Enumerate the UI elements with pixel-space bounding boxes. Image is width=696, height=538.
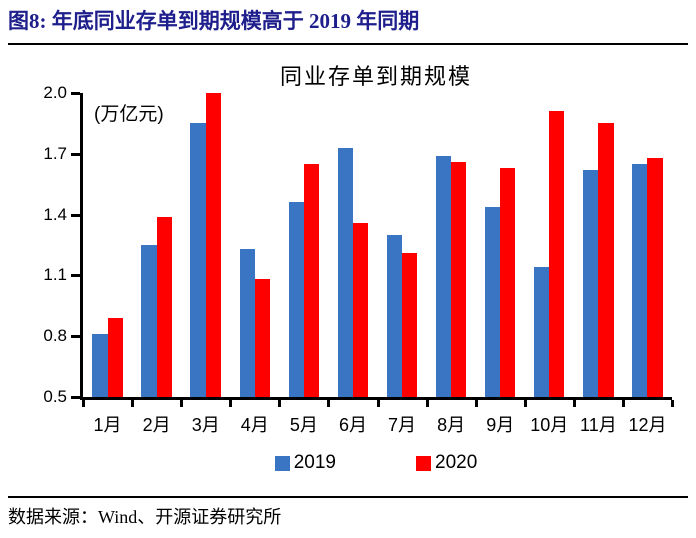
bar-2020-4月 — [254, 279, 270, 397]
x-axis-label-6月: 6月 — [338, 415, 367, 435]
bar-2019-9月 — [484, 206, 501, 397]
bar-2020-9月 — [500, 168, 516, 397]
x-axis-label-5月: 5月 — [289, 415, 318, 435]
x-axis-label-1月: 1月 — [93, 415, 122, 435]
y-axis-label: 0.8 — [43, 326, 67, 346]
y-axis-label: 0.5 — [43, 387, 67, 406]
bar-2020-3月 — [205, 93, 221, 397]
bar-group-3月 — [181, 93, 230, 397]
bar-group-1月 — [83, 93, 132, 397]
bar-2020-1月 — [107, 317, 123, 397]
x-axis-label-11月: 11月 — [580, 415, 617, 435]
x-axis-tick — [180, 400, 184, 407]
bar-group-6月 — [328, 93, 377, 397]
x-axis-label-10月: 10月 — [530, 415, 569, 435]
bar-2019-1月 — [92, 334, 108, 397]
x-axis-label-2月: 2月 — [142, 415, 171, 435]
bar-2019-12月 — [632, 163, 648, 397]
x-axis-tick — [131, 400, 135, 407]
plot-area: 2.0 1.7 1.4 1.1 0.8 0.5 1月 2月 3月 4月 5月 6月 7月 8月 9月 10月 1… — [43, 83, 674, 435]
bar-series-container — [83, 93, 672, 397]
bar-group-7月 — [377, 93, 426, 397]
bar-2019-2月 — [141, 245, 157, 397]
bar-2019-7月 — [386, 234, 402, 397]
y-axis-label: 1.7 — [43, 143, 67, 163]
bar-2020-10月 — [549, 111, 565, 397]
y-axis-tick — [71, 92, 80, 95]
y-axis-tick — [71, 213, 80, 217]
y-axis-tick — [71, 335, 80, 339]
bar-group-11月 — [574, 93, 623, 397]
legend-label-2020: 2020 — [435, 452, 478, 473]
x-axis-tick — [621, 400, 625, 407]
y-axis-unit-label: (万亿元) — [94, 104, 164, 125]
x-axis-label-9月: 9月 — [486, 415, 515, 435]
y-axis-label: 1.4 — [43, 204, 67, 224]
bar-2020-7月 — [402, 253, 418, 397]
x-axis-tick — [671, 400, 674, 407]
bar-group-9月 — [476, 93, 525, 397]
x-axis-tick — [327, 400, 331, 407]
bar-2019-11月 — [583, 170, 599, 397]
figure-title: 图8: 年底同业存单到期规模高于 2019 年同期 — [8, 9, 420, 33]
y-axis-label: 2.0 — [43, 83, 67, 102]
chart-title: 同业存单到期规模 — [279, 64, 472, 89]
bar-group-4月 — [230, 93, 279, 397]
y-axis-tick — [71, 396, 80, 399]
bar-2020-11月 — [598, 123, 614, 397]
bar-2020-8月 — [451, 161, 467, 397]
bar-2019-5月 — [288, 202, 304, 397]
x-axis-label-3月: 3月 — [191, 415, 220, 435]
legend-entry-2019: 2019 — [274, 452, 336, 474]
bar-2020-2月 — [156, 216, 172, 397]
bar-group-12月 — [623, 93, 672, 397]
legend-label-2019: 2019 — [293, 452, 336, 473]
bar-group-10月 — [525, 93, 574, 397]
x-axis-label-12月: 12月 — [628, 415, 667, 435]
legend-swatch-2019 — [274, 455, 290, 471]
bar-2019-8月 — [435, 155, 452, 397]
x-axis-tick — [572, 400, 576, 407]
x-axis-tick — [376, 400, 380, 407]
bar-2019-4月 — [239, 249, 255, 397]
bar-2019-6月 — [337, 147, 353, 397]
y-axis-label: 1.1 — [43, 265, 67, 285]
bar-2020-12月 — [647, 157, 663, 397]
x-axis-tick — [82, 400, 85, 407]
bar-group-2月 — [132, 93, 181, 397]
legend-entry-2020: 2020 — [416, 452, 477, 474]
x-axis-label-7月: 7月 — [388, 415, 417, 435]
x-axis-tick — [523, 400, 527, 407]
bar-2019-10月 — [534, 267, 550, 397]
footer-divider — [8, 496, 688, 498]
data-source: 数据来源：Wind、开源证券研究所 — [8, 507, 282, 527]
legend: 2019 2020 — [80, 452, 672, 474]
x-axis-label-4月: 4月 — [240, 415, 269, 435]
x-axis-tick — [425, 400, 429, 407]
y-axis-tick — [71, 274, 80, 278]
header-divider — [8, 43, 688, 45]
x-axis-tick — [278, 400, 282, 407]
y-axis-tick — [71, 152, 80, 156]
legend-swatch-2020 — [416, 455, 431, 471]
x-axis-tick — [229, 400, 233, 407]
bar-2019-3月 — [190, 123, 206, 397]
bar-group-5月 — [279, 93, 328, 397]
bar-group-8月 — [427, 93, 476, 397]
bar-2020-6月 — [352, 222, 369, 397]
x-axis-label-8月: 8月 — [437, 415, 466, 435]
x-axis-tick — [474, 400, 478, 407]
bar-2020-5月 — [303, 163, 320, 397]
